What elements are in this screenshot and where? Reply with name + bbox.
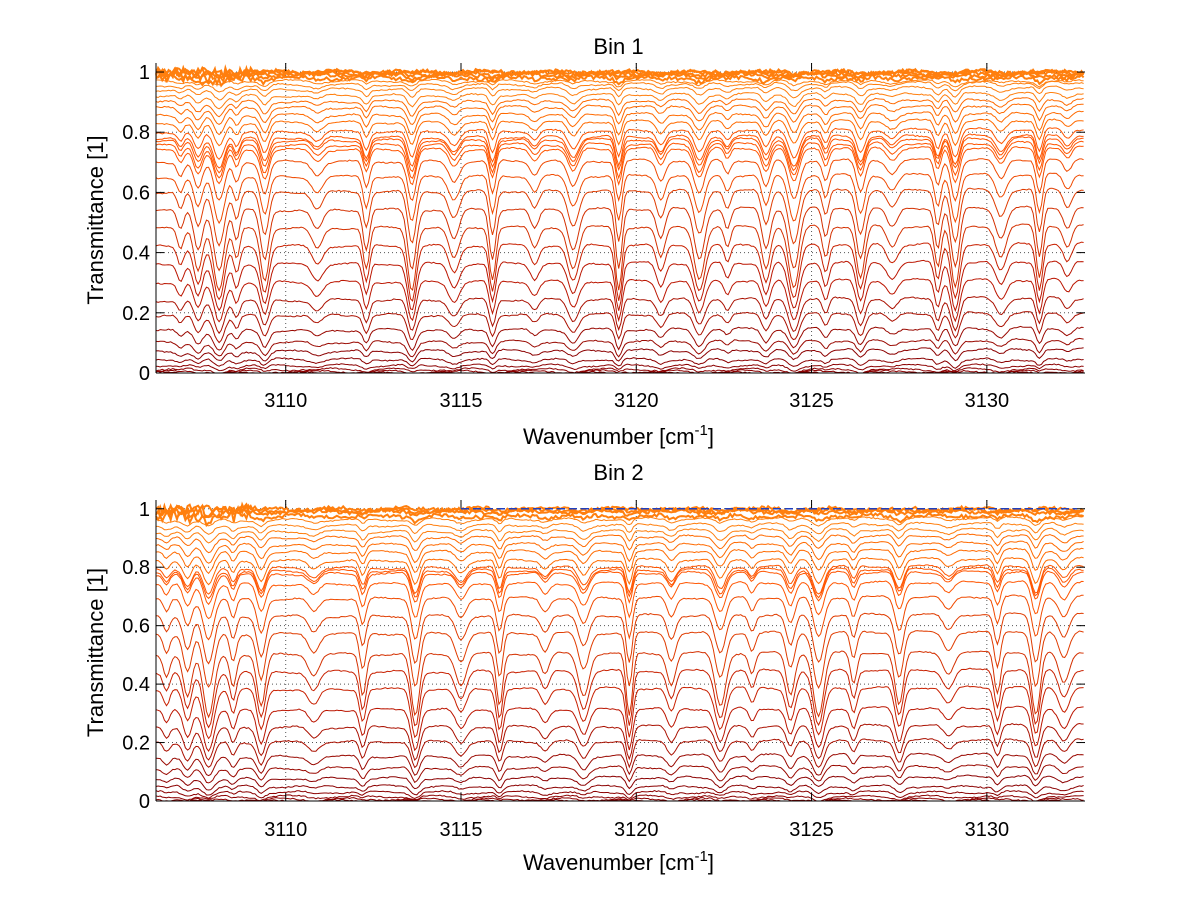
- y-axis-label: Transmittance [1]: [83, 135, 108, 304]
- chart-title: Bin 1: [593, 34, 643, 59]
- series-line-18: [155, 145, 1084, 186]
- series-line-24: [155, 241, 1084, 302]
- y-tick-label: 1: [139, 62, 150, 84]
- series-line-29: [155, 325, 1084, 352]
- series-line-19: [155, 158, 1084, 203]
- series-line-4: [155, 504, 1084, 520]
- y-tick-label: 0.8: [122, 122, 150, 144]
- y-tick-label: 0.8: [122, 557, 150, 579]
- series-line-31: [155, 347, 1084, 363]
- y-tick-label: 0: [139, 791, 150, 813]
- y-axis-label: Transmittance [1]: [83, 568, 108, 737]
- series-line-21: [155, 667, 1084, 729]
- series-line-6: [155, 515, 1084, 528]
- chart-panel-2: 3110 3115 3120 3125 3130 0 0.2 0.4 0.6 0.8 1 Bin 2 W…: [83, 460, 1085, 875]
- series-line-6: [155, 78, 1084, 88]
- y-tick-label: 0: [139, 363, 150, 385]
- series-line-29: [155, 784, 1084, 796]
- series-line-12: [155, 110, 1084, 136]
- series-line-16: [155, 580, 1084, 620]
- series-line-25: [155, 259, 1084, 313]
- series-line-19: [155, 630, 1084, 689]
- x-axis-label: Wavenumber [cm-1]: [523, 422, 714, 449]
- series-line-26: [155, 277, 1084, 323]
- x-tick-label: 3125: [789, 819, 834, 841]
- series-line-20: [155, 172, 1084, 225]
- series-line-32: [155, 357, 1084, 369]
- series-line-12: [155, 556, 1084, 586]
- series-line-22: [155, 205, 1084, 272]
- x-tick-label: 3115: [439, 819, 482, 841]
- plot-area: [156, 63, 1085, 373]
- x-tick-label: 3115: [439, 390, 482, 412]
- series-line-13: [155, 118, 1084, 147]
- series-line-13: [155, 564, 1084, 595]
- series-line-7: [156, 521, 1084, 535]
- series-line-27: [155, 764, 1084, 784]
- series-line-18: [155, 612, 1084, 665]
- series-line-20: [155, 650, 1084, 719]
- y-tick-label: 0.4: [122, 674, 150, 696]
- series-line-9: [155, 91, 1084, 110]
- y-tick-label: 0.4: [122, 243, 150, 265]
- series-line-23: [155, 705, 1084, 753]
- x-tick-label: 3120: [614, 390, 659, 412]
- series-line-15: [155, 570, 1084, 606]
- series-line-10: [155, 97, 1084, 118]
- y-tick-label: 0.2: [122, 303, 150, 325]
- series-line-5: [155, 68, 1085, 88]
- series-line-15: [155, 133, 1084, 169]
- series-line-21: [155, 187, 1084, 247]
- series-line-8: [155, 85, 1084, 101]
- x-tick-label: 3125: [789, 390, 834, 412]
- x-tick-label: 3110: [264, 819, 307, 841]
- y-tick-label: 0.2: [122, 733, 150, 755]
- x-tick-label: 3110: [264, 390, 307, 412]
- series-line-26: [155, 752, 1084, 777]
- x-tick-label: 3120: [614, 819, 659, 841]
- series-line-22: [155, 685, 1084, 740]
- y-tick-label: 0.6: [122, 182, 150, 204]
- series-line-17: [155, 140, 1084, 180]
- y-tick-label: 1: [139, 499, 150, 521]
- series-line-27: [155, 295, 1084, 335]
- chart-title: Bin 2: [593, 460, 643, 485]
- series-line-14: [155, 566, 1084, 600]
- series-line-4: [155, 68, 1085, 87]
- y-tick-label: 0.6: [122, 616, 150, 638]
- series-line-5: [155, 509, 1084, 528]
- series-line-11: [155, 103, 1084, 125]
- series-line-31: [155, 794, 1084, 802]
- series-line-11: [155, 547, 1084, 575]
- series-line-9: [155, 533, 1084, 554]
- series-line-28: [155, 311, 1084, 344]
- series-line-25: [155, 738, 1084, 769]
- series-line-17: [155, 594, 1084, 641]
- series-line-7: [155, 80, 1084, 93]
- series-line-10: [155, 540, 1084, 564]
- series-line-14: [155, 127, 1084, 161]
- x-tick-label: 3130: [965, 390, 1010, 412]
- series-line-23: [156, 223, 1084, 292]
- series-line-8: [155, 527, 1084, 544]
- series-line-30: [155, 790, 1084, 800]
- series-line-33: [155, 363, 1084, 372]
- series-line-24: [155, 722, 1084, 761]
- series-line-16: [155, 136, 1084, 174]
- series-line-30: [155, 337, 1084, 358]
- x-axis-label: Wavenumber [cm-1]: [523, 848, 714, 875]
- series-line-34: [155, 367, 1084, 374]
- x-tick-label: 3130: [965, 819, 1010, 841]
- chart-panel-1: 3110 3115 3120 3125 3130 0 0.2 0.4 0.6 0.8 1 Bin 1 W…: [83, 34, 1085, 449]
- series-line-28: [155, 774, 1084, 791]
